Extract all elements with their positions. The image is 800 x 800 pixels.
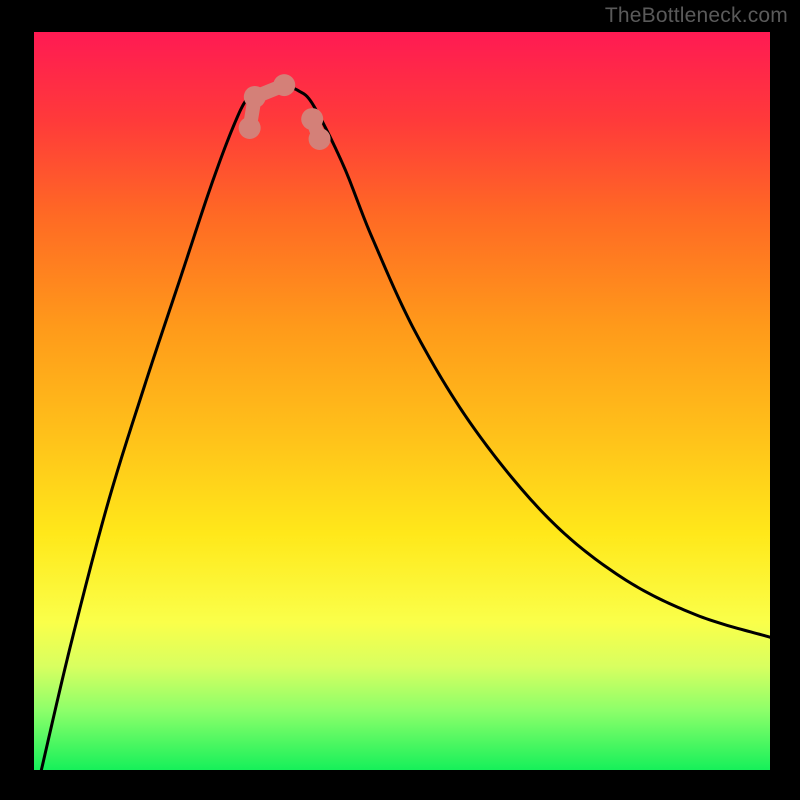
watermark-text: TheBottleneck.com [605,4,788,28]
plot-area [34,32,770,770]
chart-container: TheBottleneck.com [0,0,800,800]
